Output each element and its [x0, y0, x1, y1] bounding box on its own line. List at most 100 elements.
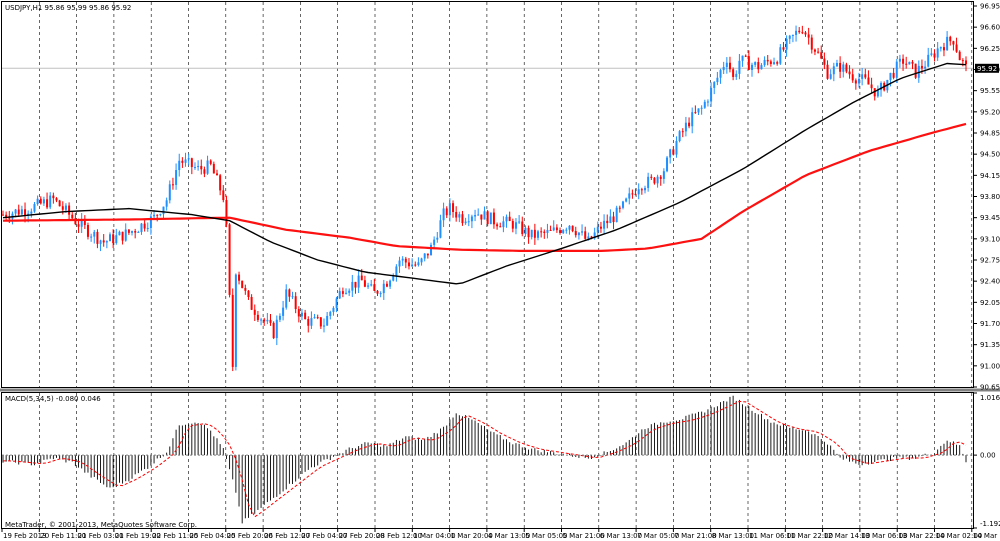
candle-body: [49, 195, 52, 208]
candle-body: [609, 216, 612, 224]
candle-body: [39, 198, 42, 204]
price-label: 95.55: [980, 87, 1000, 95]
candle-body: [175, 170, 178, 185]
candle-body: [395, 266, 398, 276]
candle-body: [902, 58, 905, 64]
candle-body: [706, 101, 709, 103]
candle-body: [848, 71, 851, 75]
candle-body: [165, 200, 168, 207]
candle-body: [892, 72, 895, 78]
candle-body: [171, 184, 174, 186]
candle-body: [492, 212, 495, 225]
candle-body: [357, 275, 360, 288]
candle-body: [769, 61, 772, 64]
candle-body: [319, 317, 322, 327]
candle-body: [681, 131, 684, 133]
candle-body: [817, 51, 820, 53]
candle-body: [42, 199, 45, 204]
candle-body: [650, 176, 653, 178]
candle-body: [807, 34, 810, 38]
candle-body: [653, 177, 656, 184]
price-label: 92.40: [980, 278, 1000, 286]
main-chart-frame[interactable]: [1, 1, 974, 388]
candle-body: [776, 62, 779, 64]
candle-body: [933, 53, 936, 58]
candle-body: [751, 64, 753, 70]
candle-body: [439, 220, 442, 238]
candle-body: [90, 236, 93, 238]
time-label: 7 Mar 21:00: [674, 532, 716, 540]
candle-body: [505, 216, 508, 222]
candle-body: [744, 55, 747, 57]
price-label: 94.50: [980, 151, 1000, 159]
candle-body: [231, 294, 234, 367]
candle-body: [36, 198, 39, 205]
candle-body: [703, 101, 706, 108]
candle-body: [502, 221, 505, 228]
candle-body: [184, 159, 187, 163]
candle-body: [291, 296, 294, 298]
candle-body: [8, 217, 11, 219]
candle-body: [71, 214, 74, 219]
price-label: 96.95: [980, 3, 1000, 11]
candle-body: [266, 319, 269, 322]
candle-body: [813, 49, 816, 52]
candle-body: [433, 239, 436, 245]
candle-body: [216, 173, 218, 176]
candle-body: [131, 231, 134, 233]
candle-body: [241, 280, 244, 288]
candle-body: [760, 65, 763, 70]
candle-body: [46, 199, 49, 208]
price-label: 93.45: [980, 214, 1000, 222]
price-label: 96.25: [980, 45, 1000, 53]
candle-body: [936, 48, 939, 58]
time-label: 11 Mar 22:00: [786, 532, 833, 540]
candle-body: [678, 131, 681, 142]
candle-body: [238, 274, 241, 281]
candle-body: [348, 290, 351, 293]
macd-label: 1.016: [980, 394, 1000, 402]
candle-body: [958, 51, 961, 61]
candle-body: [710, 87, 713, 102]
copyright-text: MetaTrader, © 2001-2013, MetaQuotes Soft…: [5, 521, 197, 529]
candle-body: [335, 298, 338, 308]
candle-body: [379, 293, 382, 295]
candle-body: [102, 240, 105, 243]
time-label: 27 Feb 04:00: [301, 532, 347, 540]
candle-body: [376, 290, 379, 294]
candle-body: [137, 231, 140, 233]
candle-body: [222, 190, 225, 201]
candle-body: [587, 236, 590, 239]
candle-body: [920, 65, 923, 69]
candle-body: [24, 209, 27, 216]
candle-body: [612, 216, 615, 223]
macd-axis: 1.016 0.00 -1.192: [973, 392, 1000, 529]
time-label: 21 Feb 03:00: [78, 532, 124, 540]
macd-frame[interactable]: [1, 392, 974, 529]
candle-body: [788, 35, 791, 39]
candle-body: [533, 229, 536, 238]
candle-body: [870, 84, 873, 89]
candle-body: [895, 61, 898, 78]
candle-body: [634, 193, 637, 195]
candle-body: [244, 287, 247, 291]
candle-body: [316, 317, 319, 319]
candle-body: [332, 307, 335, 312]
candle-body: [68, 205, 71, 215]
candle-body: [52, 195, 55, 199]
candle-body: [83, 219, 86, 225]
candle-body: [596, 226, 599, 233]
price-label: 92.05: [980, 299, 1000, 307]
candle-body: [826, 64, 829, 79]
candle-body: [442, 208, 445, 221]
candle-body: [200, 165, 203, 170]
candle-body: [647, 176, 650, 188]
candle-body: [666, 157, 669, 172]
candle-body: [946, 36, 949, 51]
candle-body: [722, 66, 725, 71]
candle-body: [112, 234, 115, 244]
candle-body: [524, 227, 527, 235]
candle-body: [631, 193, 634, 195]
candle-body: [559, 230, 562, 233]
candle-body: [949, 36, 952, 42]
